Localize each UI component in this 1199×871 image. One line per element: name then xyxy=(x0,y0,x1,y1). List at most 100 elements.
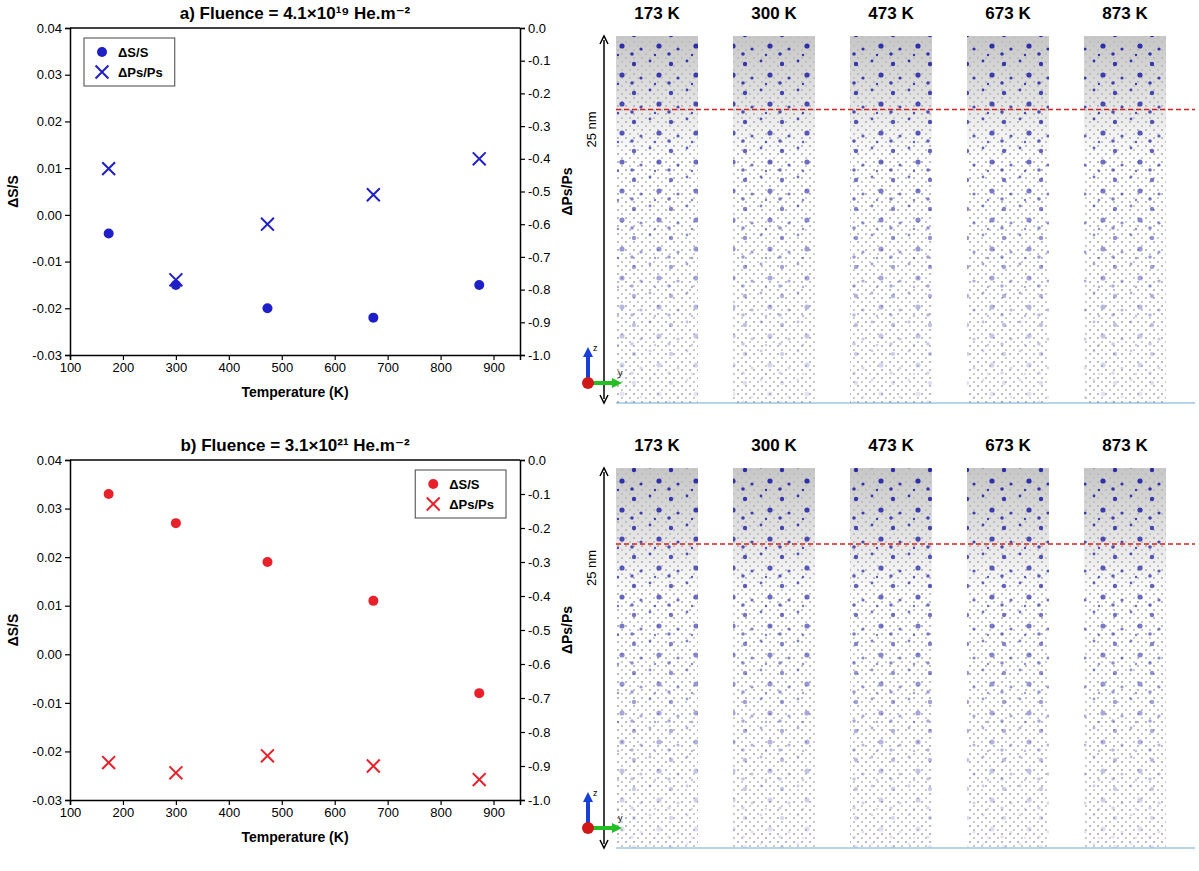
tick-mark xyxy=(520,528,525,529)
snapshot-label: 873 K xyxy=(1102,4,1148,23)
tick-label: -0.01 xyxy=(32,696,62,711)
tick-mark xyxy=(65,654,70,655)
snapshot xyxy=(1084,468,1166,848)
tick-label: 0.00 xyxy=(37,647,62,662)
triad-label: z xyxy=(593,343,598,353)
tick-mark xyxy=(520,322,525,323)
point xyxy=(102,162,115,175)
tick: 200 xyxy=(113,800,135,820)
tick-label: 0.01 xyxy=(37,598,62,613)
snapshot xyxy=(1084,36,1166,403)
snapshot-label: 673 K xyxy=(985,436,1031,455)
tick: -0.01 xyxy=(32,254,70,269)
tick-mark xyxy=(520,460,525,461)
tick-label: 400 xyxy=(218,805,240,820)
point xyxy=(262,557,272,567)
arrow-head xyxy=(600,395,608,403)
figure: a) Fluence = 4.1×10¹⁹ He.m⁻² 100 200 300 400… xyxy=(0,0,1199,871)
tick: -0.5 xyxy=(520,623,550,638)
y2-axis-title: ΔPs/Ps xyxy=(559,167,575,215)
point xyxy=(171,518,181,528)
tick-label: -0.1 xyxy=(528,53,550,68)
tick: -0.03 xyxy=(32,348,70,363)
tick-mark xyxy=(65,751,70,752)
tick: 700 xyxy=(377,800,399,820)
snapshot-label: 673 K xyxy=(985,4,1031,23)
base-line xyxy=(616,848,1195,849)
tick-mark xyxy=(65,168,70,169)
point xyxy=(104,489,114,499)
scale-label: 25 nm xyxy=(584,111,599,147)
snapshot xyxy=(733,468,815,848)
point xyxy=(261,749,274,762)
tick-label: 0.03 xyxy=(37,501,62,516)
snapshot-label: 300 K xyxy=(751,436,797,455)
tick-mark xyxy=(65,308,70,309)
tick-label: 600 xyxy=(324,805,346,820)
point xyxy=(102,756,115,769)
tick: -0.3 xyxy=(520,555,550,570)
tick: -0.5 xyxy=(520,184,550,199)
tick: 0.04 xyxy=(37,21,70,36)
tick-label: -0.7 xyxy=(528,691,550,706)
scale-arrow xyxy=(603,472,605,844)
tick-label: -0.7 xyxy=(528,250,550,265)
tick-label: 0.04 xyxy=(37,453,62,468)
snapshot-row: 173 K300 K473 K673 K873 K25 nmzy xyxy=(582,436,1195,848)
triad-label: y xyxy=(618,368,623,378)
tick: 700 xyxy=(377,355,399,375)
tick-mark xyxy=(65,215,70,216)
tick-mark xyxy=(520,800,525,801)
tick: 0.03 xyxy=(37,67,70,82)
triad-head xyxy=(612,378,622,388)
tick: -0.4 xyxy=(520,151,550,166)
tick: 500 xyxy=(271,355,293,375)
tick-label: -0.5 xyxy=(528,184,550,199)
snapshot-clusters xyxy=(1084,36,1166,403)
legend-label: ΔS/S xyxy=(118,45,149,60)
tick: 200 xyxy=(113,355,135,375)
tick-label: 900 xyxy=(483,360,505,375)
tick: 0.01 xyxy=(37,161,70,176)
tick-mark xyxy=(520,159,525,160)
triad-label: y xyxy=(618,813,623,823)
tick: -0.1 xyxy=(520,53,550,68)
arrow-head xyxy=(600,36,608,44)
tick-mark xyxy=(65,703,70,704)
tick-label: -0.5 xyxy=(528,623,550,638)
tick-mark xyxy=(520,664,525,665)
tick-label: -0.02 xyxy=(32,301,62,316)
tick-mark xyxy=(65,606,70,607)
tick: 0.03 xyxy=(37,501,70,516)
point xyxy=(169,766,182,779)
y-axis: -0.03-0.02-0.010.000.010.020.030.04 xyxy=(32,453,70,808)
tick: -0.6 xyxy=(520,217,550,232)
point xyxy=(171,280,181,290)
tick: 0.02 xyxy=(37,550,70,565)
tick: 600 xyxy=(324,355,346,375)
tick-mark xyxy=(520,732,525,733)
point xyxy=(261,218,274,231)
snapshot-clusters xyxy=(1084,468,1166,848)
snapshot-clusters xyxy=(850,468,932,848)
axis-line xyxy=(521,29,526,356)
x-axis: 100200300400500600700800900 xyxy=(60,800,521,820)
tick: -0.2 xyxy=(520,86,550,101)
tick-label: 800 xyxy=(430,360,452,375)
tick-label: -0.1 xyxy=(528,487,550,502)
axis-line xyxy=(71,801,521,806)
title: a) Fluence = 4.1×10¹⁹ He.m⁻² xyxy=(180,4,411,23)
tick-label: -0.4 xyxy=(528,151,550,166)
tick-label: 500 xyxy=(271,805,293,820)
y-axis: -0.03-0.02-0.010.000.010.020.030.04 xyxy=(32,21,70,363)
point xyxy=(474,280,484,290)
triad-head xyxy=(583,347,593,357)
marks xyxy=(102,489,485,786)
tick: 100 xyxy=(60,355,82,375)
tick-mark xyxy=(520,224,525,225)
tick-mark xyxy=(520,698,525,699)
point xyxy=(473,773,486,786)
tick: -0.2 xyxy=(520,521,550,536)
tick-label: 300 xyxy=(166,360,188,375)
axis-line xyxy=(521,461,526,801)
